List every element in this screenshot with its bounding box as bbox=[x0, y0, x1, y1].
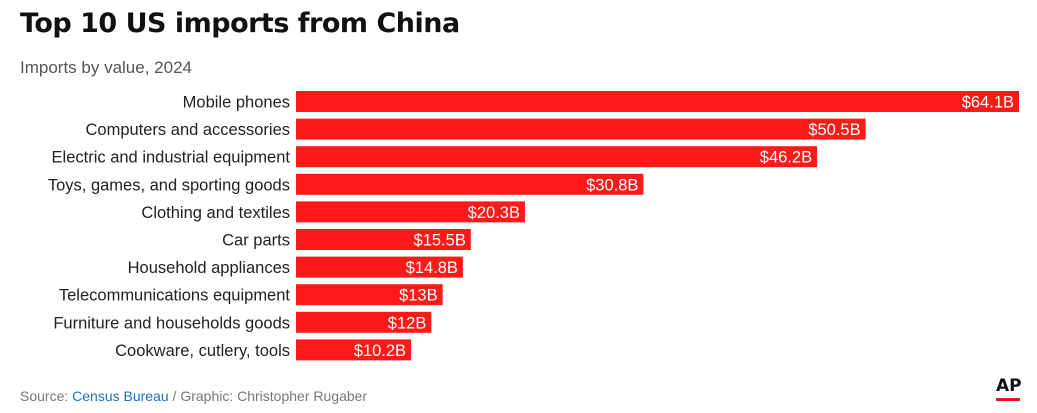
value-label: $20.3B bbox=[468, 204, 520, 222]
category-label: Telecommunications equipment bbox=[59, 287, 291, 305]
category-label: Toys, games, and sporting goods bbox=[48, 176, 290, 194]
value-label: $12B bbox=[388, 314, 427, 332]
value-label: $14.8B bbox=[406, 259, 458, 277]
chart-title: Top 10 US imports from China bbox=[20, 8, 460, 39]
bar bbox=[296, 201, 525, 223]
bar bbox=[296, 229, 471, 250]
category-label: Clothing and textiles bbox=[141, 204, 290, 222]
bar-chart: Mobile phones $64.1B Computers and accesso… bbox=[48, 91, 1019, 361]
bar bbox=[296, 173, 644, 195]
footer-credit: Source: Census Bureau / Graphic: Christo… bbox=[20, 388, 367, 404]
value-label: $30.8B bbox=[586, 176, 638, 194]
ap-logo: AP bbox=[996, 376, 1022, 401]
category-label: Electric and industrial equipment bbox=[52, 149, 291, 167]
bar bbox=[296, 146, 818, 168]
graphic-credit: / Graphic: Christopher Rugaber bbox=[168, 388, 368, 404]
category-label: Mobile phones bbox=[183, 94, 290, 112]
chart-subtitle: Imports by value, 2024 bbox=[20, 58, 192, 77]
value-label: $50.5B bbox=[808, 121, 860, 139]
category-label: Computers and accessories bbox=[85, 121, 290, 139]
bar bbox=[296, 118, 866, 140]
bar bbox=[296, 91, 1019, 112]
bar bbox=[296, 256, 463, 278]
value-label: $13B bbox=[399, 287, 438, 305]
bar bbox=[296, 284, 443, 306]
category-label: Furniture and households goods bbox=[53, 314, 290, 332]
bar bbox=[296, 339, 412, 361]
source-prefix: Source: bbox=[20, 388, 73, 404]
value-label: $10.2B bbox=[354, 342, 406, 360]
value-label: $64.1B bbox=[962, 94, 1014, 112]
bar bbox=[296, 311, 432, 333]
source-link[interactable]: Census Bureau bbox=[72, 388, 169, 404]
category-label: Household appliances bbox=[128, 259, 290, 277]
value-label: $15.5B bbox=[414, 232, 466, 250]
value-label: $46.2B bbox=[760, 149, 812, 167]
category-label: Car parts bbox=[222, 232, 290, 250]
category-label: Cookware, cutlery, tools bbox=[115, 342, 290, 360]
